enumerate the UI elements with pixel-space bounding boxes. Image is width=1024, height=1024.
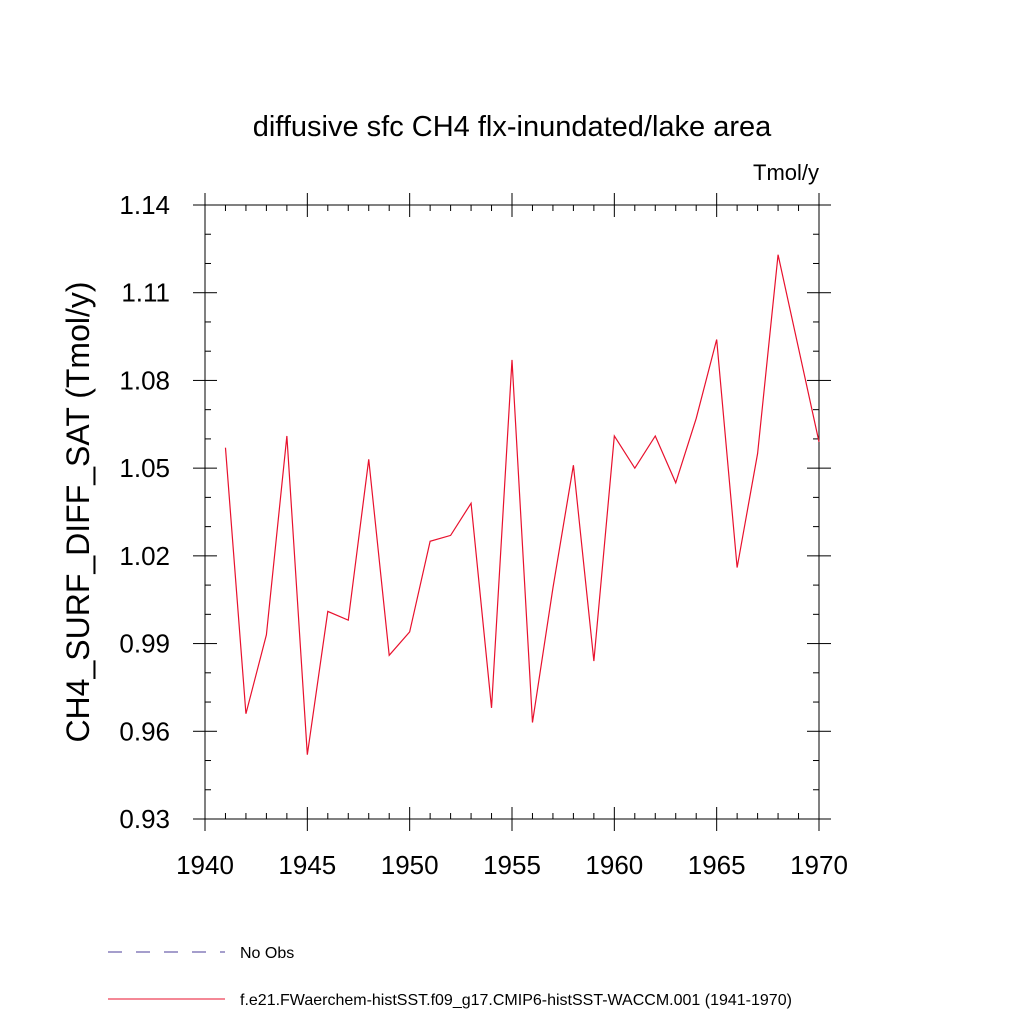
x-tick-label: 1940 [176,850,234,880]
x-tick-label: 1965 [688,850,746,880]
x-tick-label: 1970 [790,850,848,880]
x-tick-label: 1955 [483,850,541,880]
y-tick-label: 1.05 [119,453,170,483]
y-tick-label: 1.08 [119,365,170,395]
plot-frame [204,204,820,820]
y-tick-label: 0.99 [119,629,170,659]
x-tick-label: 1945 [278,850,336,880]
series-line-0 [224,254,820,755]
legend-label-1: No Obs [240,945,294,962]
x-tick-label: 1950 [381,850,439,880]
x-tick-label: 1960 [585,850,643,880]
legend-label-0: f.e21.FWaerchem-histSST.f09_g17.CMIP6-hi… [240,992,792,1009]
series-layer [224,254,820,755]
y-tick-label: 0.96 [119,716,170,746]
tick-labels: 1940 1945 1950 1955 1960 1965 1970 0.93 0.96 0.99… [119,190,848,880]
y-tick-label: 1.14 [119,190,170,220]
legend: No Obs f.e21.FWaerchem-histSST.f09_g17.CM… [108,945,792,1009]
y-axis-label: CH4_SURF_DIFF_SAT (Tmol/y) [60,281,96,742]
units-label: Tmol/y [753,160,819,185]
axis-ticks [193,193,831,831]
y-tick-label: 1.11 [121,278,170,308]
chart-title: diffusive sfc CH4 flx-inundated/lake are… [253,111,772,143]
y-tick-label: 1.02 [119,541,170,571]
y-tick-label: 0.93 [119,804,170,834]
